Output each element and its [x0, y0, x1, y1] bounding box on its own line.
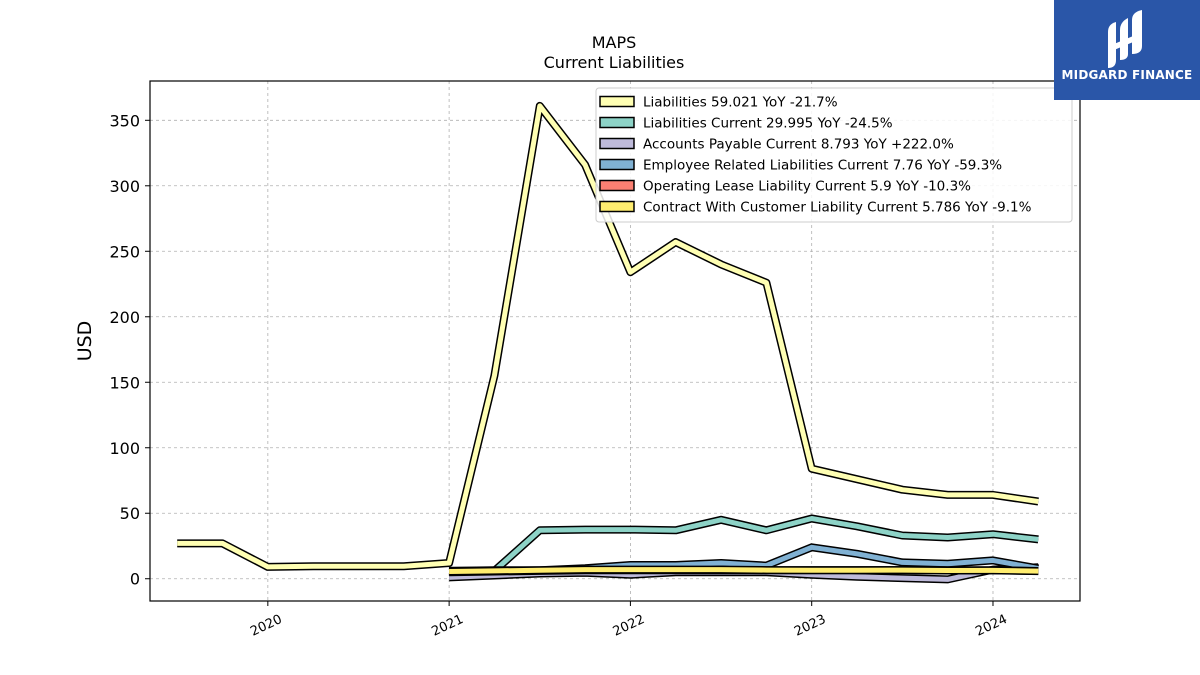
legend-entry: Liabilities 59.021 YoY -21.7%	[643, 95, 838, 111]
chart-subtitle: Current Liabilities	[544, 53, 685, 72]
x-tick-label: 2021	[429, 612, 465, 640]
y-axis-label: USD	[74, 321, 96, 362]
x-tick-label: 2023	[792, 612, 828, 640]
y-tick-label: 100	[109, 439, 140, 458]
y-tick-label: 350	[109, 111, 140, 130]
x-tick-label: 2020	[248, 612, 284, 640]
legend-swatch	[599, 116, 635, 129]
series-6	[449, 565, 1039, 576]
x-tick-label: 2022	[611, 612, 647, 640]
legend-entry: Contract With Customer Liability Current…	[643, 200, 1032, 216]
brand-name: MIDGARD FINANCE	[1061, 68, 1193, 82]
y-tick-label: 250	[109, 242, 140, 261]
legend-entry: Accounts Payable Current 8.793 YoY +222.…	[643, 137, 954, 153]
series-2	[449, 514, 1039, 575]
y-tick-label: 50	[120, 504, 140, 523]
y-tick-label: 300	[109, 177, 140, 196]
legend-entry: Employee Related Liabilities Current 7.7…	[643, 158, 1002, 174]
legend: Liabilities 59.021 YoY -21.7% Liabilities…	[595, 87, 1073, 223]
plot-frame	[149, 80, 1081, 602]
legend-swatch	[599, 200, 635, 213]
chart-title: MAPS	[592, 33, 637, 52]
x-tick-label: 2024	[973, 612, 1009, 640]
series-line	[449, 516, 1039, 574]
y-tick-label: 200	[109, 308, 140, 327]
legend-swatch	[599, 95, 635, 108]
y-tick-label: 150	[109, 373, 140, 392]
midgard-logo-icon	[1108, 10, 1142, 68]
y-tick-label: 0	[130, 570, 140, 589]
legend-entry: Operating Lease Liability Current 5.9 Yo…	[643, 179, 971, 195]
legend-entry: Liabilities Current 29.995 YoY -24.5%	[643, 116, 893, 132]
legend-frame	[595, 87, 1073, 223]
midgard-finance-logo: MIDGARD FINANCE	[1054, 0, 1200, 100]
legend-swatch	[599, 179, 635, 192]
series-layer	[177, 101, 1040, 584]
series-line	[449, 567, 1039, 574]
legend-swatch	[599, 137, 635, 150]
legend-swatch	[599, 158, 635, 171]
